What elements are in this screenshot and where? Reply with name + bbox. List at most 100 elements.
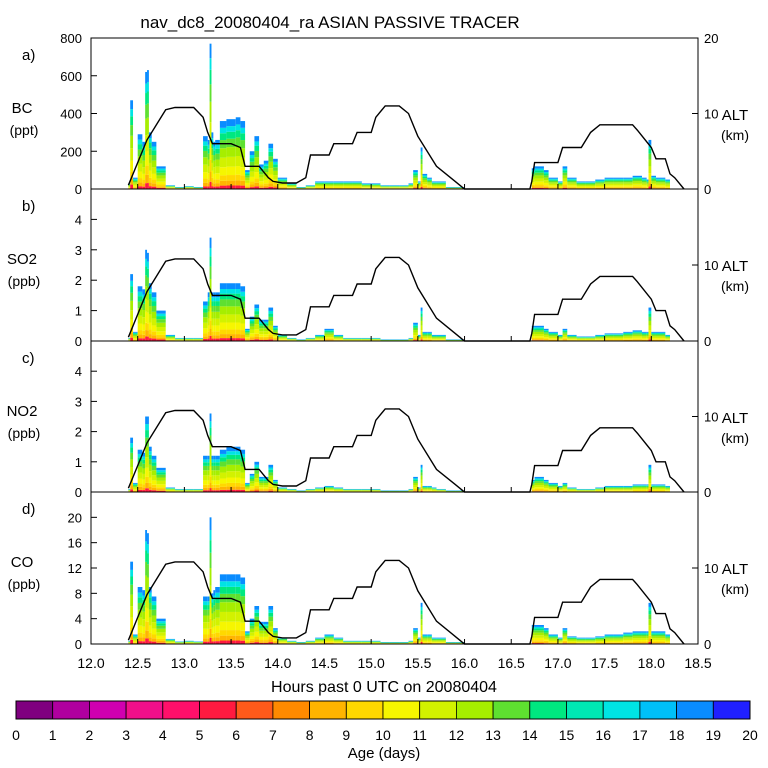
tracer-band	[263, 334, 269, 337]
tracer-band	[203, 634, 208, 639]
tracer-band	[207, 166, 210, 174]
tracer-column	[534, 166, 544, 189]
tracer-band	[613, 186, 624, 188]
tracer-band	[165, 489, 176, 490]
tracer-band	[623, 485, 633, 487]
alt-tick-label: 0	[704, 485, 711, 500]
tracer-band	[623, 185, 633, 187]
tracer-band	[130, 452, 134, 460]
tracer-band	[595, 637, 605, 639]
tracer-band	[333, 339, 344, 340]
y-tick-label: 400	[60, 107, 82, 122]
y-tick-label: 12	[68, 561, 82, 576]
tracer-band	[137, 637, 143, 642]
tracer-band	[235, 459, 241, 465]
tracer-band	[417, 641, 421, 643]
tracer-band	[203, 322, 208, 329]
tracer-band	[531, 328, 535, 331]
tracer-band	[557, 485, 563, 487]
tracer-column	[207, 139, 210, 189]
tracer-band	[422, 635, 428, 637]
tracer-band	[548, 331, 558, 333]
tracer-column	[420, 307, 423, 341]
tracer-band	[213, 183, 216, 187]
tracer-band	[254, 329, 260, 334]
tracer-band	[133, 642, 138, 643]
tracer-band	[156, 480, 166, 485]
tracer-band	[147, 446, 149, 458]
tracer-band	[147, 288, 149, 301]
tracer-column	[147, 252, 149, 341]
tracer-band	[268, 642, 274, 644]
tracer-band	[273, 490, 278, 492]
tracer-band	[203, 336, 208, 340]
tracer-band	[604, 177, 614, 179]
tracer-band	[209, 413, 212, 422]
tracer-band	[408, 183, 414, 184]
tracer-band	[235, 130, 241, 138]
tracer-band	[548, 185, 558, 187]
tracer-band	[567, 488, 577, 490]
tracer-band	[151, 292, 157, 298]
x-tick-label: 12.0	[77, 655, 104, 671]
tracer-band	[655, 186, 666, 188]
tracer-band	[315, 184, 325, 186]
tracer-band	[219, 289, 227, 294]
tracer-column	[235, 574, 241, 644]
tracer-band	[273, 489, 278, 491]
colorbar-cell	[382, 700, 421, 720]
altitude-line	[127, 408, 685, 493]
tracer-band	[665, 485, 670, 487]
tracer-column	[213, 455, 216, 492]
tracer-band	[562, 178, 568, 182]
y-tick-label: 0	[75, 485, 82, 500]
tracer-band	[548, 186, 558, 188]
tracer-band	[543, 628, 549, 630]
tracer-band	[567, 186, 577, 188]
tracer-band	[567, 489, 577, 491]
tracer-band	[648, 334, 652, 337]
tracer-band	[315, 641, 325, 642]
tracer-band	[557, 182, 563, 183]
tracer-band	[632, 634, 642, 637]
tracer-column	[211, 292, 214, 341]
tracer-band	[148, 637, 152, 642]
tracer-band	[548, 642, 558, 643]
tracer-band	[576, 182, 586, 183]
tracer-band	[422, 332, 428, 334]
tracer-band	[130, 617, 134, 628]
tracer-band	[249, 640, 255, 643]
tracer-band	[595, 336, 605, 338]
tracer-band	[595, 640, 605, 642]
tracer-band	[259, 487, 264, 489]
colorbar-tick-label: 8	[306, 727, 314, 743]
tracer-band	[203, 615, 208, 623]
tracer-band	[207, 470, 210, 476]
tracer-band	[557, 639, 563, 641]
tracer-column	[254, 304, 260, 341]
tracer-band	[277, 336, 288, 337]
tracer-band	[420, 486, 423, 489]
tracer-band	[613, 336, 624, 338]
tracer-column	[562, 482, 568, 492]
tracer-band	[259, 331, 264, 335]
tracer-band	[148, 322, 152, 330]
tracer-band	[215, 455, 220, 460]
tracer-band	[543, 333, 549, 336]
tracer-band	[641, 642, 647, 644]
tracer-column	[151, 596, 157, 644]
tracer-band	[324, 636, 334, 638]
tracer-band	[315, 338, 325, 340]
tracer-band	[562, 642, 568, 644]
tracer-band	[567, 643, 577, 644]
tracer-column	[207, 455, 210, 492]
tracer-column	[235, 283, 241, 341]
tracer-band	[240, 330, 246, 335]
tracer-band	[263, 482, 269, 486]
tracer-band	[585, 182, 596, 184]
tracer-column	[219, 449, 227, 492]
tracer-column	[361, 183, 372, 190]
tracer-band	[417, 489, 421, 490]
y-tick-label: 4	[75, 612, 82, 627]
tracer-band	[431, 637, 437, 639]
